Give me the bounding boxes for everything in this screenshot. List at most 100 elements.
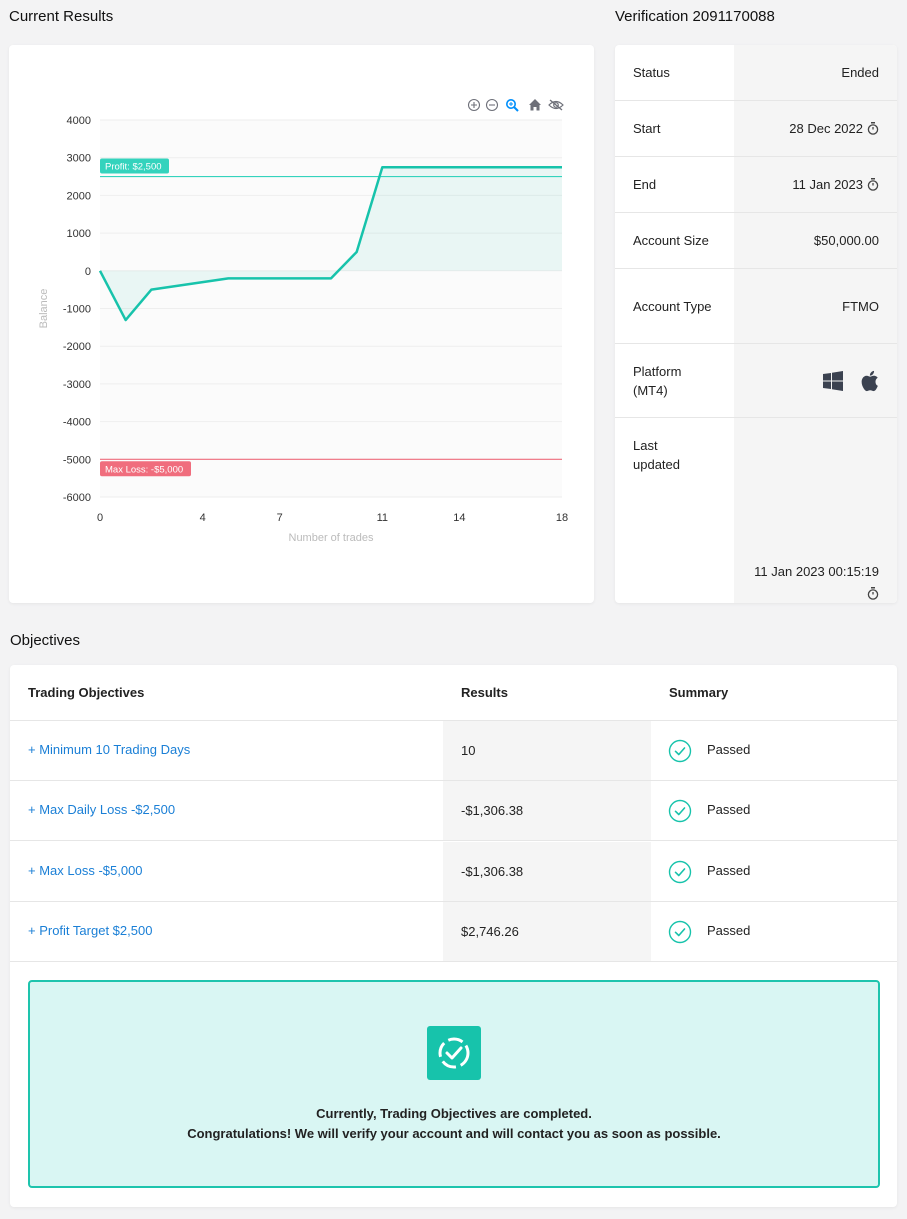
balance-chart-card: 4000 3000 2000 1000 0 -1000 -2000 -3000 -4000 -50…: [9, 45, 594, 603]
verification-card: Status Ended Start 28 Dec 2022 End 11 Jan 202…: [615, 45, 897, 603]
verification-row-account-size: Account Size $50,000.00: [615, 213, 897, 269]
timer-icon: [863, 175, 879, 194]
completion-banner: Currently, Trading Objectives are comple…: [28, 980, 880, 1188]
verification-label: Account Type: [633, 298, 712, 314]
verification-value-text: 11 Jan 2023: [792, 177, 863, 192]
y-tick-label: -6000: [63, 492, 91, 504]
objective-expand-link[interactable]: + Max Loss -$5,000: [28, 862, 143, 878]
y-tick-label: 2000: [67, 190, 91, 202]
check-circle-icon: [668, 739, 692, 766]
objective-row: + Minimum 10 Trading Days 10 Passed: [10, 721, 897, 781]
zoom-in-icon[interactable]: [467, 98, 481, 112]
objective-row: + Profit Target $2,500 $2,746.26 Passed: [10, 901, 897, 962]
x-tick-label: 11: [377, 512, 388, 524]
verification-label: Last updated: [633, 438, 680, 472]
timer-icon: [863, 119, 879, 138]
congrats-line-2: Congratulations! We will verify your acc…: [187, 1126, 721, 1141]
objective-result: 10: [443, 721, 651, 780]
objective-status: Passed: [707, 862, 751, 878]
home-icon[interactable]: [529, 99, 541, 111]
objective-expand-link[interactable]: + Minimum 10 Trading Days: [28, 742, 191, 757]
verification-value-text: Ended: [841, 65, 879, 80]
header-trading-objectives: Trading Objectives: [28, 685, 145, 700]
congrats-line-1: Currently, Trading Objectives are comple…: [316, 1106, 592, 1121]
header-results: Results: [461, 685, 508, 700]
y-tick-label: 4000: [67, 115, 91, 127]
verification-value: [734, 344, 897, 417]
verification-value: Ended: [734, 45, 897, 100]
x-tick-label: 18: [556, 512, 568, 524]
y-tick-label: 0: [85, 266, 91, 278]
verification-label: Account Size: [633, 233, 709, 248]
y-tick-label: 1000: [67, 228, 91, 240]
profit-label-bg: [100, 158, 169, 174]
verification-value: $50,000.00: [734, 213, 897, 268]
verification-value-text: 28 Dec 2022: [789, 121, 863, 136]
objectives-table-header: Trading Objectives Results Summary: [10, 665, 897, 721]
verification-label: Start: [633, 121, 661, 136]
objective-result-value: 10: [461, 743, 476, 758]
x-tick-label: 7: [277, 512, 283, 524]
verification-label: Platform (MT4): [633, 363, 682, 398]
y-tick-label: -5000: [63, 454, 91, 466]
check-circle-icon: [668, 920, 692, 947]
objectives-heading: Objectives: [10, 632, 81, 649]
check-circle-icon: [668, 799, 692, 826]
objective-status: Passed: [707, 742, 751, 757]
verification-label: End: [633, 177, 657, 192]
objectives-card: Trading Objectives Results Summary + Min…: [10, 665, 897, 1207]
current-results-heading: Current Results: [9, 8, 114, 25]
verification-value: 11 Jan 2023: [734, 157, 897, 212]
check-circle-icon: [668, 860, 692, 887]
verification-row-account-type: Account Type FTMO: [615, 269, 897, 344]
objective-result-value: $2,746.26: [461, 923, 519, 939]
zoom-out-icon[interactable]: [485, 98, 499, 112]
objective-row: + Max Daily Loss -$2,500 -$1,306.38 Passed: [10, 781, 897, 842]
header-summary: Summary: [669, 685, 729, 700]
apple-icon[interactable]: [859, 370, 879, 392]
verification-value: 11 Jan 2023 00:15:19: [734, 418, 897, 603]
completed-check-icon: [427, 1026, 481, 1080]
verification-value: FTMO: [734, 269, 897, 343]
windows-icon[interactable]: [823, 370, 843, 391]
verification-row-status: Status Ended: [615, 45, 897, 101]
verification-row-platform-mt4: Platform (MT4): [615, 344, 897, 418]
verification-value-text: FTMO: [842, 298, 879, 314]
objective-result-value: -$1,306.38: [461, 803, 524, 819]
x-axis-label: Number of trades: [289, 532, 374, 544]
y-tick-label: -3000: [63, 379, 91, 391]
verification-row-end: End 11 Jan 2023: [615, 157, 897, 213]
max-loss-label-bg: [100, 461, 191, 477]
verification-row-last-updated: Last updated 11 Jan 2023 00:15:19: [615, 418, 897, 603]
verification-value-text: $50,000.00: [813, 233, 879, 248]
y-tick-label: 3000: [67, 153, 91, 165]
verification-value: 28 Dec 2022: [734, 101, 897, 156]
objective-expand-link[interactable]: + Profit Target $2,500: [28, 922, 153, 938]
series-area: [100, 167, 562, 321]
verification-heading: Verification 2091170088: [615, 8, 775, 25]
objective-row: + Max Loss -$5,000 -$1,306.38 Passed: [10, 841, 897, 902]
objective-expand-link[interactable]: + Max Daily Loss -$2,500: [28, 802, 176, 818]
y-tick-label: -1000: [63, 304, 91, 316]
balance-chart: 4000 3000 2000 1000 0 -1000 -2000 -3000 -4000 -50…: [38, 98, 568, 544]
objective-result: -$1,306.38: [443, 841, 651, 901]
verification-label: Status: [633, 65, 670, 80]
y-axis-label: Balance: [38, 289, 50, 329]
verification-value-text: 11 Jan 2023 00:15:19: [754, 564, 879, 579]
objective-status: Passed: [707, 922, 751, 938]
hide-icon[interactable]: [548, 99, 564, 111]
profit-label: Profit: $2,500: [105, 162, 162, 173]
objective-result: $2,746.26: [443, 901, 651, 961]
x-tick-label: 4: [200, 512, 206, 524]
timer-icon: [863, 584, 879, 603]
objective-result-value: -$1,306.38: [461, 863, 524, 879]
x-tick-label: 14: [453, 512, 465, 524]
objective-result: -$1,306.38: [443, 781, 651, 841]
x-tick-label: 0: [97, 512, 103, 524]
y-tick-label: -2000: [63, 341, 91, 353]
verification-row-start: Start 28 Dec 2022: [615, 101, 897, 157]
max-loss-label: Max Loss: -$5,000: [105, 464, 183, 475]
objective-status: Passed: [707, 802, 751, 818]
magnify-icon[interactable]: [506, 99, 519, 112]
y-tick-label: -4000: [63, 417, 91, 429]
